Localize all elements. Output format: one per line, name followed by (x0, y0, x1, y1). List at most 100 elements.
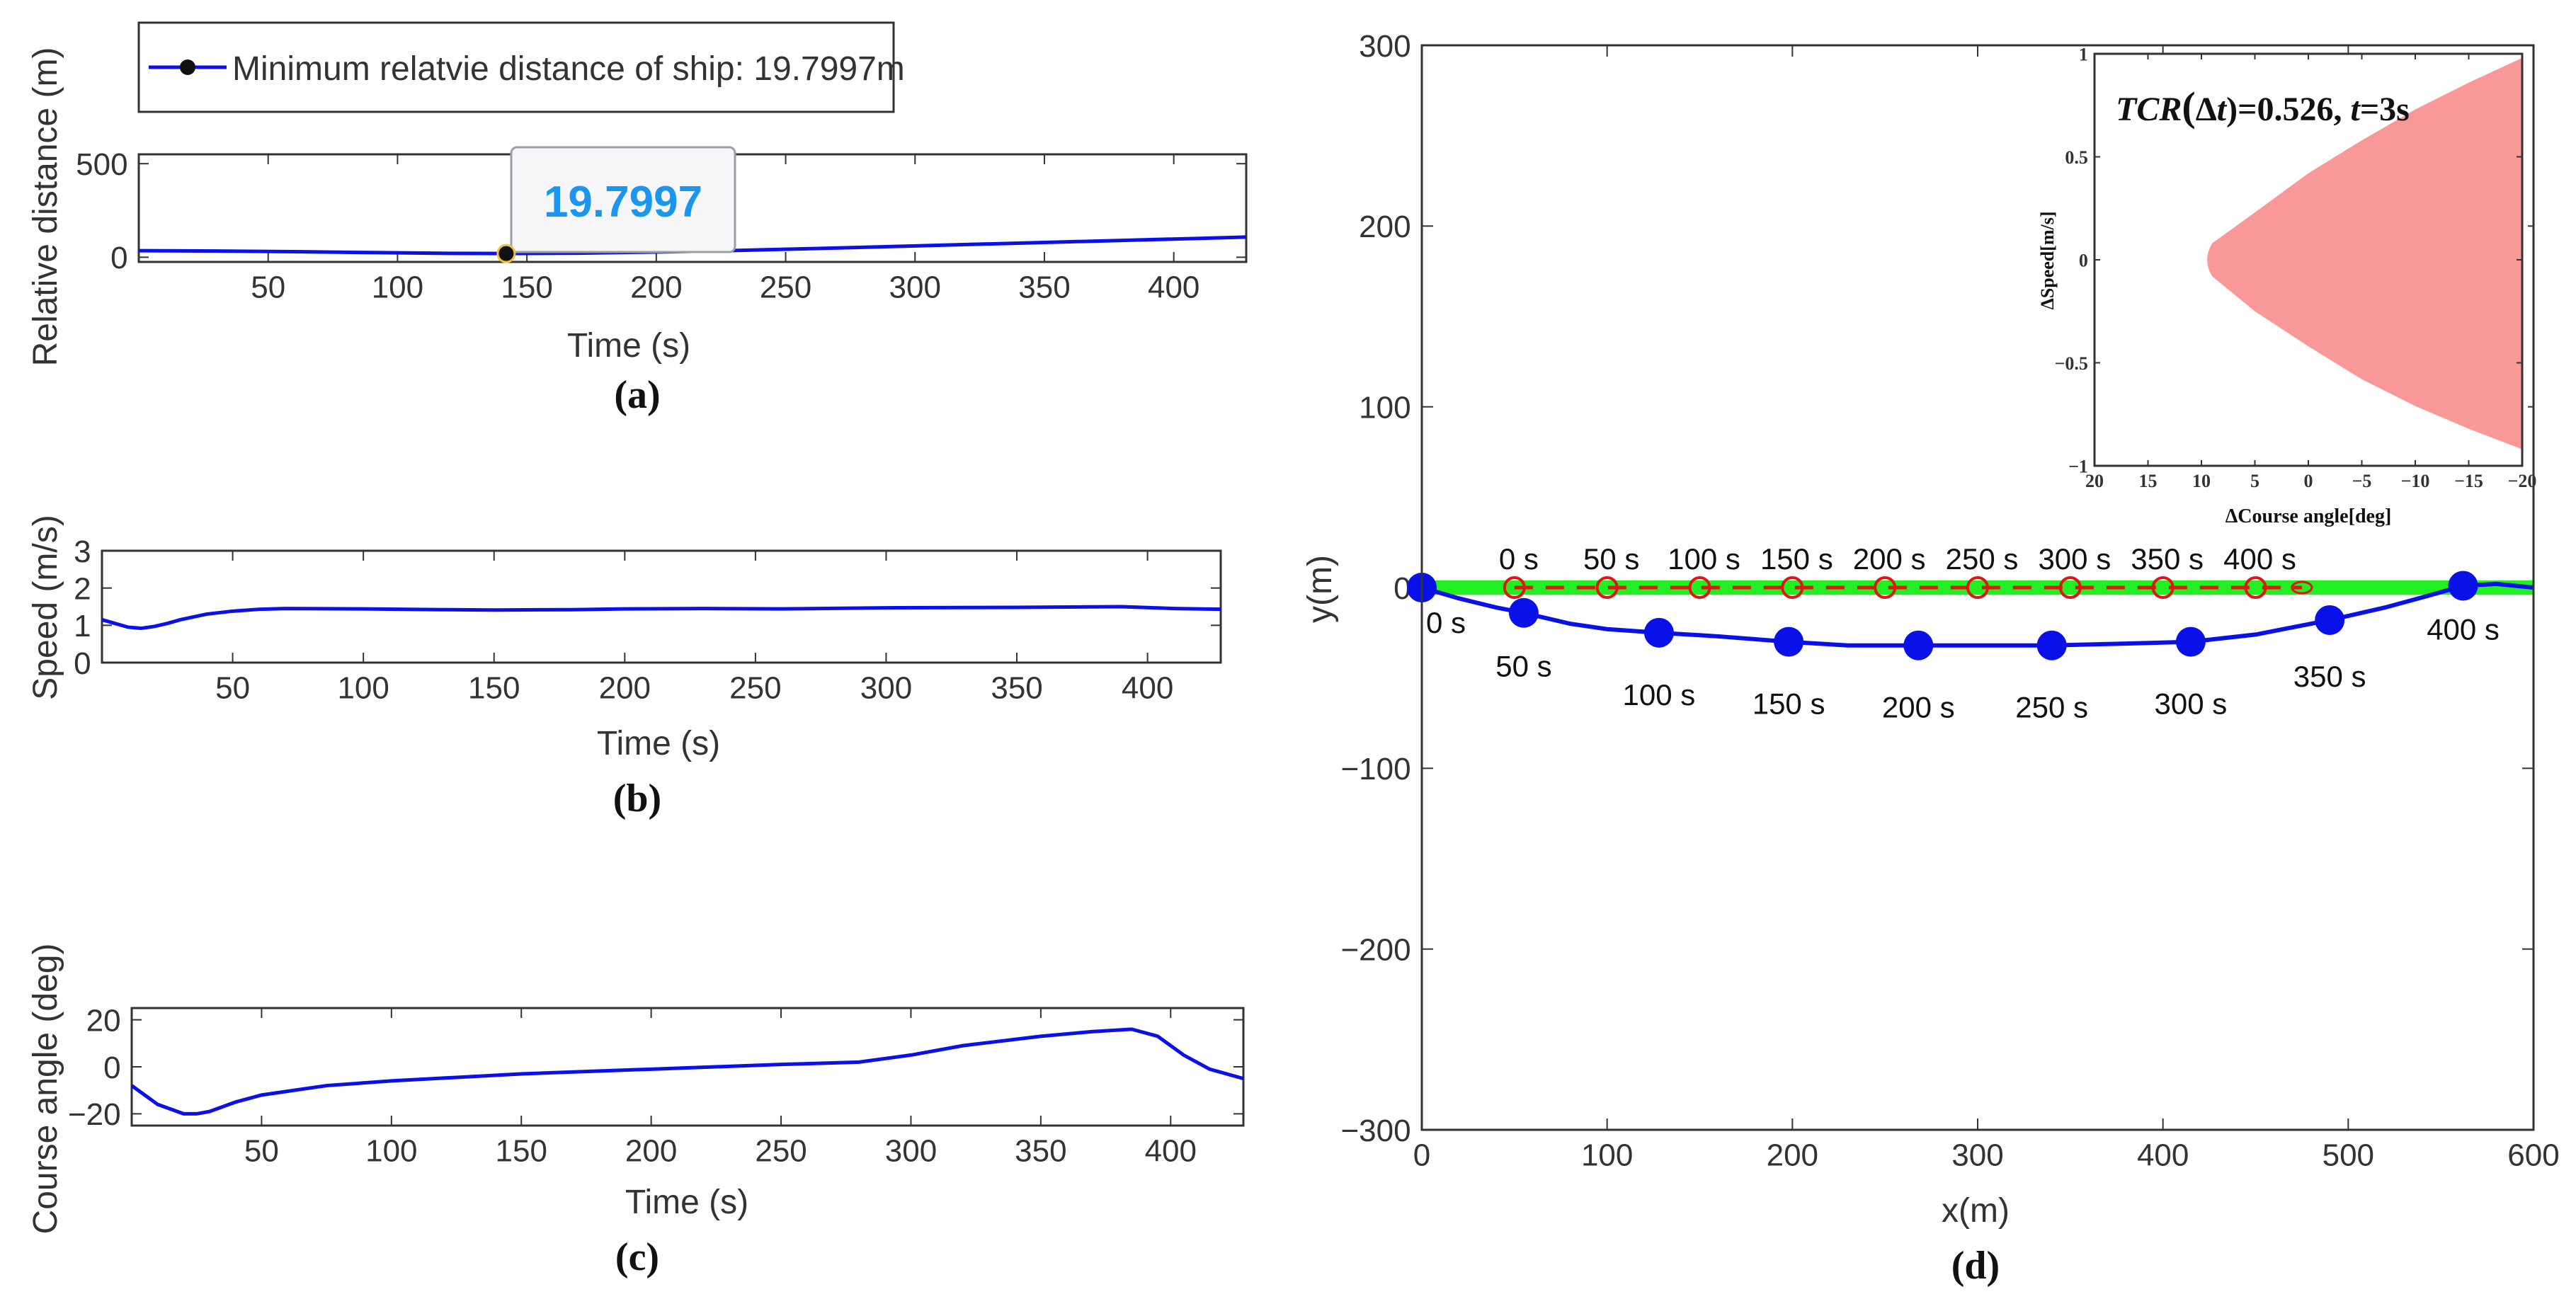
x-tick-label: 150 (468, 671, 520, 706)
datatip-marker (496, 244, 516, 263)
target-ship-marker (1595, 576, 1619, 599)
legend-marker-dot (180, 59, 195, 75)
x-tick-label: 5 (2250, 471, 2259, 491)
panel-d: 0 100 200 300 400 500 600 −300−200−10001002003… (1301, 29, 2560, 1288)
x-tick-label: 200 (625, 1134, 677, 1169)
x-tick-label: 15 (2139, 471, 2158, 491)
y-tick-label: 0.5 (2065, 147, 2088, 168)
y-tick-label: 1 (74, 609, 91, 643)
target-time-label: 400 s (2223, 542, 2296, 576)
own-ship-time-label: 200 s (1882, 691, 1955, 724)
x-tick-label: 150 (496, 1134, 547, 1169)
x-axis-label-b: Time (s) (597, 725, 720, 762)
y-tick-label: −100 (1340, 752, 1410, 786)
x-tick-label: 250 (760, 270, 811, 305)
y-tick-label: 0 (74, 646, 91, 681)
x-ticks-c: 50 100 150 200 250 300 350 400 (244, 1008, 1197, 1169)
x-tick-label: 350 (1018, 270, 1070, 305)
panel-label-a: (a) (614, 373, 660, 417)
x-tick-label: 100 (372, 270, 423, 305)
plot-frame-d (1420, 44, 2535, 1131)
own-ship-marker (1774, 626, 1804, 657)
legend-box (137, 21, 895, 113)
own-ship-time-label: 350 s (2293, 660, 2366, 693)
x-tick-label: 50 (251, 270, 285, 305)
own-ship-time-label: 150 s (1753, 687, 1825, 721)
y-tick-label: −20 (68, 1097, 121, 1132)
x-axis-label-c: Time (s) (625, 1184, 748, 1221)
x-tick-label: −5 (2352, 471, 2372, 491)
y-ticks-c: −20 0 20 (68, 1003, 1243, 1132)
own-ship-markers: 0 s 50 s 100 s 150 s 200 s 250 s 300 s 350 s 400… (1407, 571, 2500, 724)
target-time-label: 200 s (1853, 542, 1926, 576)
own-ship-time-label: 100 s (1623, 678, 1696, 711)
inset-tcr: 20 15 10 5 0 −5 −10 −15 −20 −1 −0.5 0 0.5 1 TCR(Δt)=… (2037, 44, 2536, 527)
target-time-label: 300 s (2038, 542, 2111, 576)
own-ship-time-label: 250 s (2015, 691, 2088, 724)
x-tick-label: 350 (1015, 1134, 1066, 1169)
own-ship-marker (2036, 630, 2067, 660)
x-tick-label: 100 (365, 1134, 417, 1169)
datatip-a[interactable]: 19.7997 (496, 146, 736, 263)
panel-a: Minimum relatvie distance of ship: 19.79… (27, 21, 1248, 417)
y-axis-label-d: y(m) (1301, 555, 1339, 623)
x-tick-label: 300 (860, 671, 912, 706)
y-ticks-a: 0 500 (76, 147, 1246, 275)
panel-label-b: (b) (613, 777, 661, 820)
own-ship-time-label: 300 s (2155, 687, 2228, 721)
target-ship-marker (1781, 576, 1804, 599)
x-tick-label: 100 (1581, 1138, 1633, 1173)
target-time-label: 100 s (1668, 542, 1740, 576)
x-ticks-b: 50 100 150 200 250 300 350 400 (215, 551, 1173, 706)
y-axis-label-a: Relative distance (m) (27, 47, 64, 367)
y-tick-label: −0.5 (2055, 353, 2088, 374)
datatip-value: 19.7997 (544, 178, 702, 227)
y-tick-label: 0 (103, 1051, 120, 1085)
target-ship-marker (1503, 576, 1526, 599)
own-ship-time-label: 400 s (2427, 612, 2500, 646)
collision-risk-region (2207, 57, 2522, 450)
x-tick-label: 250 (755, 1134, 807, 1169)
x-tick-label: 0 (1413, 1138, 1430, 1173)
own-ship-marker (1508, 597, 1539, 628)
x-tick-label: 200 (1767, 1138, 1818, 1173)
target-ship-markers: 0 s 50 s 100 s 150 s 200 s 250 s 300 s 350 s 400… (1499, 542, 2296, 599)
target-time-label: 250 s (1946, 542, 2019, 576)
x-tick-label: 100 (337, 671, 389, 706)
y-tick-label: 2 (74, 572, 91, 607)
target-ship-marker (2244, 576, 2267, 599)
x-tick-label: 150 (501, 270, 552, 305)
own-ship-marker (2448, 571, 2478, 601)
x-tick-label: 200 (599, 671, 651, 706)
y-tick-label: 500 (76, 147, 127, 182)
course-angle-line (130, 1027, 1244, 1116)
y-tick-label: 3 (74, 534, 91, 569)
target-ship-marker (2151, 576, 2175, 599)
legend-text: Minimum relatvie distance of ship: 19.79… (232, 50, 905, 88)
x-tick-label: 50 (244, 1134, 279, 1169)
x-axis-label-d: x(m) (1942, 1192, 2010, 1230)
target-ship-marker (2058, 576, 2082, 599)
x-tick-label: 600 (2507, 1138, 2559, 1173)
x-axis-label-inset: ΔCourse angle[deg] (2225, 505, 2392, 527)
y-tick-label: −200 (1340, 933, 1410, 968)
x-tick-label: 20 (2085, 471, 2104, 491)
plot-frame-inset (2093, 52, 2524, 467)
target-time-label: 150 s (1760, 542, 1833, 576)
plot-area-b (101, 549, 1222, 664)
own-ship-time-label: 50 s (1495, 650, 1551, 683)
y-ticks-inset: −1 −0.5 0 0.5 1 (2055, 44, 2522, 476)
own-ship-time-label: 0 s (1426, 606, 1466, 639)
x-tick-label: 300 (885, 1134, 937, 1169)
x-tick-label: 250 (729, 671, 781, 706)
tcr-annotation: TCR(Δt)=0.526, t=3s (2116, 84, 2410, 130)
datatip-box (510, 146, 736, 253)
x-tick-label: 300 (1951, 1138, 2003, 1173)
speed-line (101, 605, 1221, 631)
x-tick-label: 10 (2192, 471, 2211, 491)
own-ship-trajectory (1421, 581, 2534, 648)
